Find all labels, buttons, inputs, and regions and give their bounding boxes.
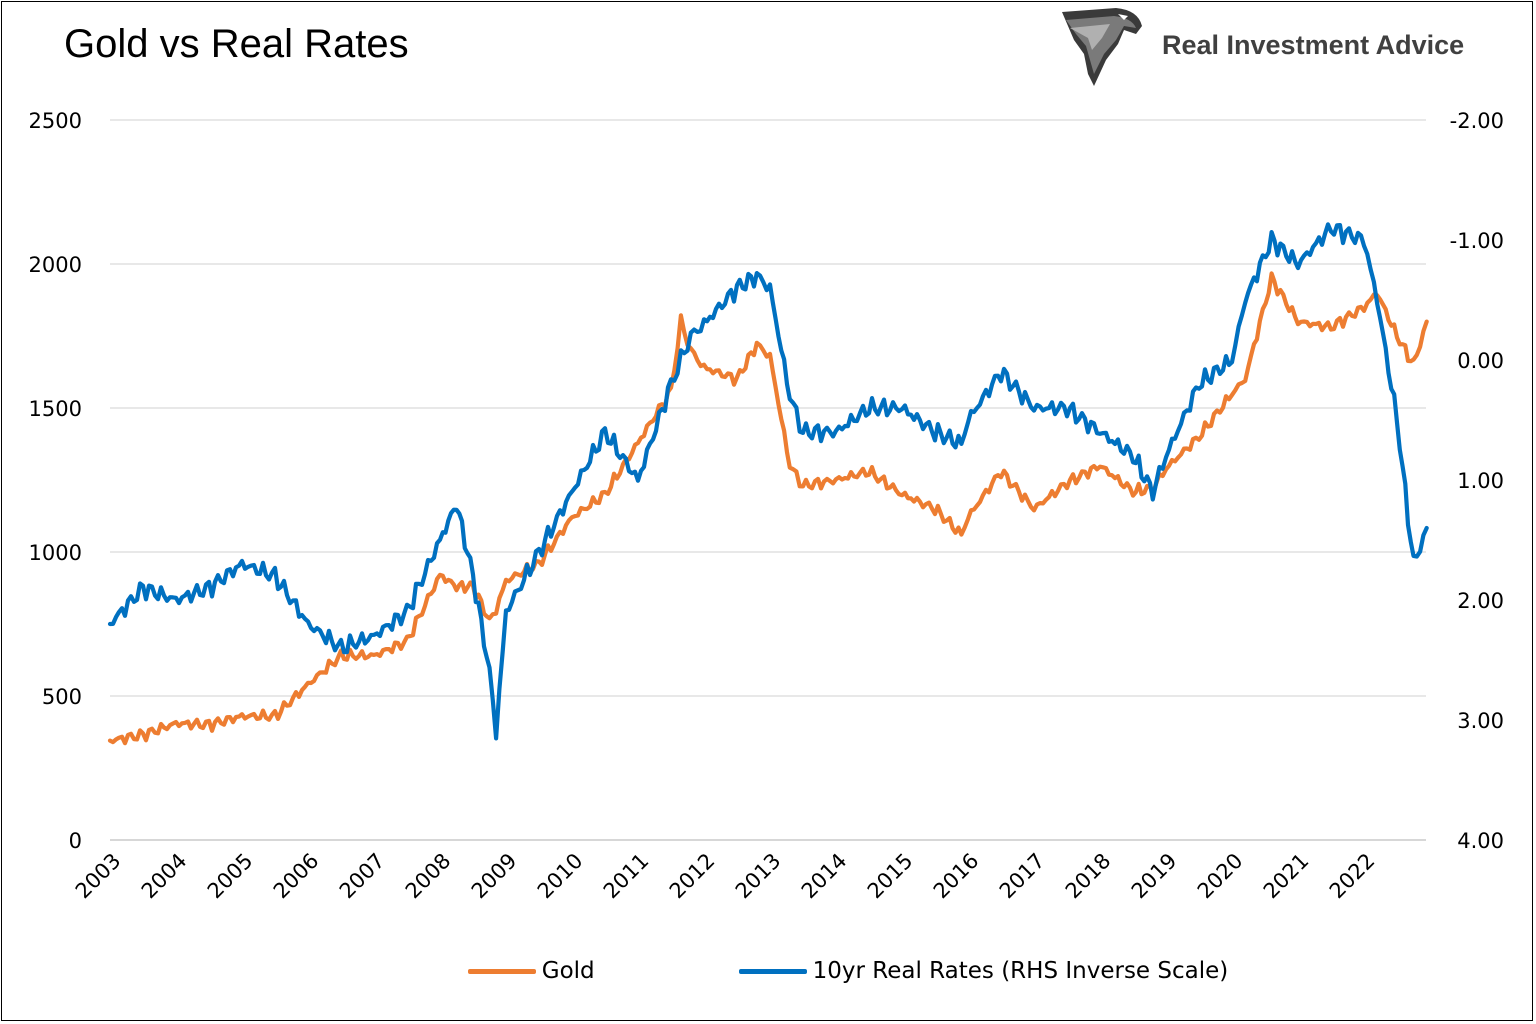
series-line-gold [107,271,1429,746]
x-tick-label: 2020 [1193,849,1248,904]
x-tick-label: 2018 [1061,849,1116,904]
x-tick-label: 2003 [71,849,126,904]
x-tick-label: 2013 [731,849,786,904]
eagle-head-icon [1062,8,1142,86]
legend: Gold 10yr Real Rates (RHS Inverse Scale) [0,958,1536,984]
legend-label-real-rates: 10yr Real Rates (RHS Inverse Scale) [812,958,1229,984]
x-tick-label: 2011 [599,849,654,904]
x-tick-label: 2004 [137,849,192,904]
x-tick-label: 2017 [995,849,1050,904]
chart-title: Gold vs Real Rates [64,22,409,66]
x-tick-label: 2008 [401,849,456,904]
x-tick-label: 2019 [1127,849,1182,904]
right-tick-label: 4.00 [1457,829,1504,853]
left-axis-labels: 0 500 1000 1500 2000 2500 [29,109,82,853]
x-tick-label: 2006 [269,849,324,904]
right-tick-label: 1.00 [1457,469,1504,493]
x-tick-label: 2010 [533,849,588,904]
x-tick-label: 2021 [1259,849,1314,904]
x-tick-label: 2022 [1325,849,1380,904]
right-tick-label: -2.00 [1450,109,1504,133]
right-axis-labels: -2.00 -1.00 0.00 1.00 2.00 3.00 4.00 [1450,109,1504,853]
chart-canvas: 0 500 1000 1500 2000 2500 -2.00 -1.00 0.00 1.00 2… [29,109,1504,904]
left-tick-label: 1000 [29,541,82,565]
right-tick-label: 3.00 [1457,709,1504,733]
x-tick-label: 2015 [863,849,918,904]
left-tick-label: 2000 [29,253,82,277]
gridlines [110,119,1426,841]
series-line-real-rates [107,222,1429,741]
x-tick-label: 2016 [929,849,984,904]
legend-swatch-real-rates [738,968,807,974]
left-tick-label: 2500 [29,109,82,133]
brand-name: Real Investment Advice [1162,30,1465,60]
left-tick-label: 0 [69,829,82,853]
legend-item-gold: Gold [467,958,595,984]
right-tick-label: 2.00 [1457,589,1504,613]
x-tick-label: 2005 [203,849,258,904]
right-tick-label: 0.00 [1457,349,1504,373]
x-tick-label: 2009 [467,849,522,904]
left-tick-label: 500 [42,685,82,709]
left-tick-label: 1500 [29,397,82,421]
x-tick-label: 2014 [797,849,852,904]
x-tick-label: 2007 [335,849,390,904]
legend-label-gold: Gold [541,958,595,984]
legend-swatch-gold [467,968,536,974]
legend-item-real-rates: 10yr Real Rates (RHS Inverse Scale) [738,958,1229,984]
x-axis-labels: 2003 2004 2005 2006 2007 2008 2009 2010 2011 2012… [71,849,1380,904]
x-tick-label: 2012 [665,849,720,904]
right-tick-label: -1.00 [1450,229,1504,253]
series-lines [107,222,1429,746]
